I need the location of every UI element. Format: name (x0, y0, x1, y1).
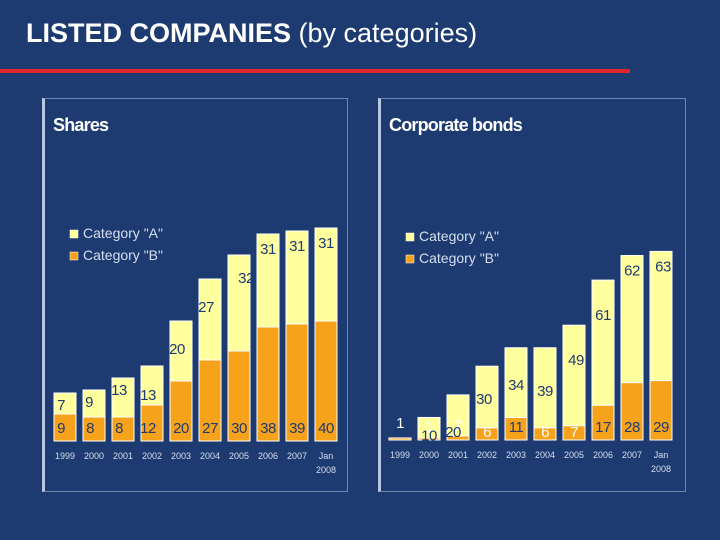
bonds-legend-label-category-b: Category "B" (419, 250, 499, 266)
bonds-x-tick-2006: 2006 (593, 450, 613, 460)
slide-title: LISTED COMPANIES (by categories) (26, 18, 477, 49)
bonds-bar-a-jan-2008 (649, 250, 673, 382)
bonds-data-label-b-2004: 6 (541, 424, 549, 441)
shares-data-label-a-2000: 9 (85, 394, 93, 411)
bonds-data-label-a-2007: 62 (624, 263, 640, 280)
bonds-legend-swatch-category-a (405, 232, 415, 242)
slide-title-bold: LISTED COMPANIES (26, 18, 292, 48)
shares-chart-title: Shares (53, 115, 109, 135)
bonds-data-label-a-jan-2008: 63 (655, 258, 671, 275)
bonds-data-label-a-2005: 49 (568, 352, 584, 369)
bonds-data-label-b-2002: 6 (483, 424, 491, 441)
shares-data-label-b-2003: 20 (173, 420, 189, 437)
bonds-x-tick-2003: 2003 (506, 450, 526, 460)
bonds-data-label-b-2005: 7 (570, 424, 578, 441)
shares-data-label-b-2005: 30 (231, 420, 247, 437)
bonds-data-label-b-2001: 2 (454, 417, 462, 434)
shares-x-tick-2003: 2003 (171, 451, 191, 461)
shares-data-label-b-2000: 8 (86, 420, 94, 437)
shares-data-label-a-2004: 27 (198, 299, 214, 316)
bonds-data-label-a-2001: 20 (445, 424, 461, 441)
corporate-bonds-chart: Corporate bonds Category "A" Category "B" 1… (388, 115, 673, 474)
bonds-bar-b-1999 (388, 437, 412, 441)
bonds-data-label-a-2000: 10 (421, 427, 437, 444)
shares-bar-a-2003 (169, 320, 193, 382)
bonds-bar-a-2001 (446, 394, 470, 437)
bonds-bar-a-2006 (591, 279, 615, 406)
shares-x-tick-2005: 2005 (229, 451, 249, 461)
bonds-bar-a-2000 (417, 416, 441, 439)
shares-data-label-a-2003: 20 (169, 341, 185, 358)
shares-data-label-a-1999: 7 (57, 397, 65, 414)
shares-legend-swatch-category-b (69, 251, 79, 261)
bonds-x-tick-jan-2008-0: Jan (654, 450, 669, 460)
bonds-data-label-b-2006: 17 (595, 419, 611, 436)
bonds-data-label-b-1999: 1 (396, 415, 404, 432)
bonds-x-tick-2000: 2000 (419, 450, 439, 460)
shares-data-label-b-jan-2008: 40 (318, 420, 334, 437)
bonds-bar-a-2005 (562, 324, 586, 427)
shares-legend-swatch-category-a (69, 229, 79, 239)
shares-data-label-b-2002: 12 (140, 420, 156, 437)
bonds-data-label-a-2002: 30 (476, 391, 492, 408)
bonds-x-tick-jan-2008-1: 2008 (651, 464, 671, 474)
shares-data-label-a-2002: 13 (140, 387, 156, 404)
shares-legend-label-category-b: Category "B" (83, 247, 163, 263)
shares-legend-label-category-a: Category "A" (83, 225, 163, 241)
bonds-bar-a-2002 (475, 365, 499, 429)
shares-bar-a-2005 (227, 254, 251, 352)
bonds-legend-swatch-category-b (405, 254, 415, 264)
shares-bar-a-2004 (198, 278, 222, 361)
shares-bar-a-jan-2008 (314, 227, 338, 322)
shares-x-tick-2002: 2002 (142, 451, 162, 461)
shares-bar-a-2002 (140, 365, 164, 406)
bonds-data-label-b-2007: 28 (624, 419, 640, 436)
shares-data-label-a-2007: 31 (289, 238, 305, 255)
shares-bar-a-2000 (82, 389, 106, 418)
shares-bar-a-2006 (256, 233, 280, 328)
bonds-data-label-a-2004: 39 (537, 383, 553, 400)
shares-data-label-a-2006: 31 (260, 241, 276, 258)
shares-x-tick-2004: 2004 (200, 451, 220, 461)
bonds-x-tick-2001: 2001 (448, 450, 468, 460)
bonds-x-tick-1999: 1999 (390, 450, 410, 460)
shares-x-tick-1999: 1999 (55, 451, 75, 461)
bonds-x-tick-2005: 2005 (564, 450, 584, 460)
bonds-x-tick-2007: 2007 (622, 450, 642, 460)
shares-data-label-a-2001: 13 (111, 382, 127, 399)
bonds-data-label-a-2003: 34 (508, 377, 524, 394)
shares-x-tick-2000: 2000 (84, 451, 104, 461)
shares-chart: Shares Category "A" Category "B" 9 7 1999 8 9 20… (53, 115, 338, 475)
bonds-data-label-a-2006: 61 (595, 307, 611, 324)
shares-data-label-b-2004: 27 (202, 420, 218, 437)
bonds-legend-label-category-a: Category "A" (419, 228, 499, 244)
bonds-data-label-b-2000: 1 (425, 419, 433, 436)
shares-x-tick-jan-2008-0: Jan (319, 451, 334, 461)
shares-bar-a-2001 (111, 377, 135, 418)
bonds-data-label-b-jan-2008: 29 (653, 419, 669, 436)
bonds-bar-a-2007 (620, 255, 644, 384)
shares-data-label-b-1999: 9 (57, 420, 65, 437)
shares-x-tick-2001: 2001 (113, 451, 133, 461)
bonds-data-label-b-2003: 11 (509, 419, 524, 436)
shares-data-label-a-jan-2008: 31 (318, 235, 334, 252)
bonds-bar-a-2004 (533, 347, 557, 429)
title-underline (0, 69, 630, 73)
shares-x-tick-2006: 2006 (258, 451, 278, 461)
shares-bar-a-1999 (53, 392, 77, 415)
bonds-chart-title: Corporate bonds (389, 115, 523, 135)
shares-x-tick-jan-2008-1: 2008 (316, 465, 336, 475)
bonds-x-tick-2004: 2004 (535, 450, 555, 460)
shares-data-label-b-2001: 8 (115, 420, 123, 437)
shares-data-label-a-2005: 32 (238, 270, 254, 287)
slide-title-rest: (by categories) (291, 18, 478, 48)
shares-chart-panel: Shares Category "A" Category "B" 9 7 1999 8 9 20… (42, 98, 348, 492)
shares-data-label-b-2006: 38 (260, 420, 276, 437)
shares-bar-a-2007 (285, 230, 309, 325)
bonds-x-tick-2002: 2002 (477, 450, 497, 460)
corporate-bonds-chart-panel: Corporate bonds Category "A" Category "B" 1… (378, 98, 686, 492)
shares-x-tick-2007: 2007 (287, 451, 307, 461)
shares-data-label-b-2007: 39 (289, 420, 305, 437)
bonds-bar-a-2003 (504, 347, 528, 418)
